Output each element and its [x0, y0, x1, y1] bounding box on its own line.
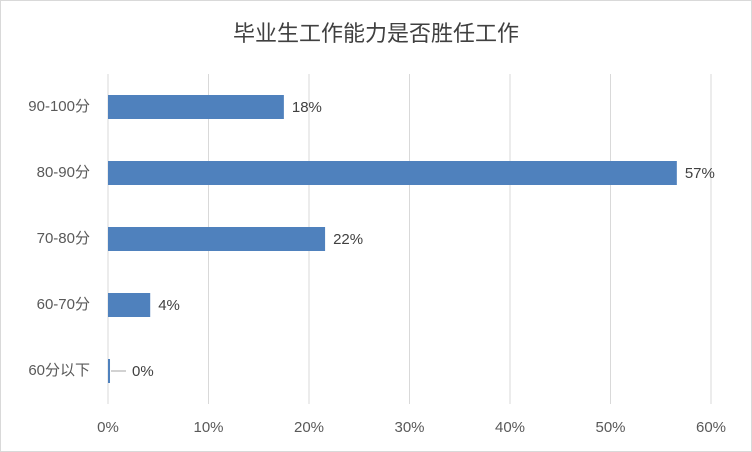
bar	[108, 359, 111, 383]
x-tick-label: 40%	[495, 419, 525, 436]
y-tick-label: 90-100分	[28, 98, 90, 115]
data-label: 4%	[158, 297, 180, 314]
y-tick-label: 60-70分	[37, 296, 90, 313]
y-tick-label: 70-80分	[37, 230, 90, 247]
x-tick-label: 50%	[595, 419, 625, 436]
x-tick-label: 10%	[193, 419, 223, 436]
y-tick-label: 80-90分	[37, 164, 90, 181]
data-label: 18%	[292, 99, 322, 116]
y-tick-label: 60分以下	[28, 362, 90, 379]
data-label: 22%	[333, 231, 363, 248]
bar	[108, 227, 326, 251]
x-tick-label: 30%	[394, 419, 424, 436]
data-label: 57%	[685, 165, 715, 182]
bar	[108, 161, 677, 185]
data-label: 0%	[132, 363, 154, 380]
chart-title: 毕业生工作能力是否胜任工作	[233, 21, 519, 46]
x-tick-label: 60%	[696, 419, 726, 436]
x-tick-label: 20%	[294, 419, 324, 436]
bar	[108, 95, 284, 119]
bar	[108, 293, 151, 317]
x-tick-label: 0%	[97, 419, 119, 436]
